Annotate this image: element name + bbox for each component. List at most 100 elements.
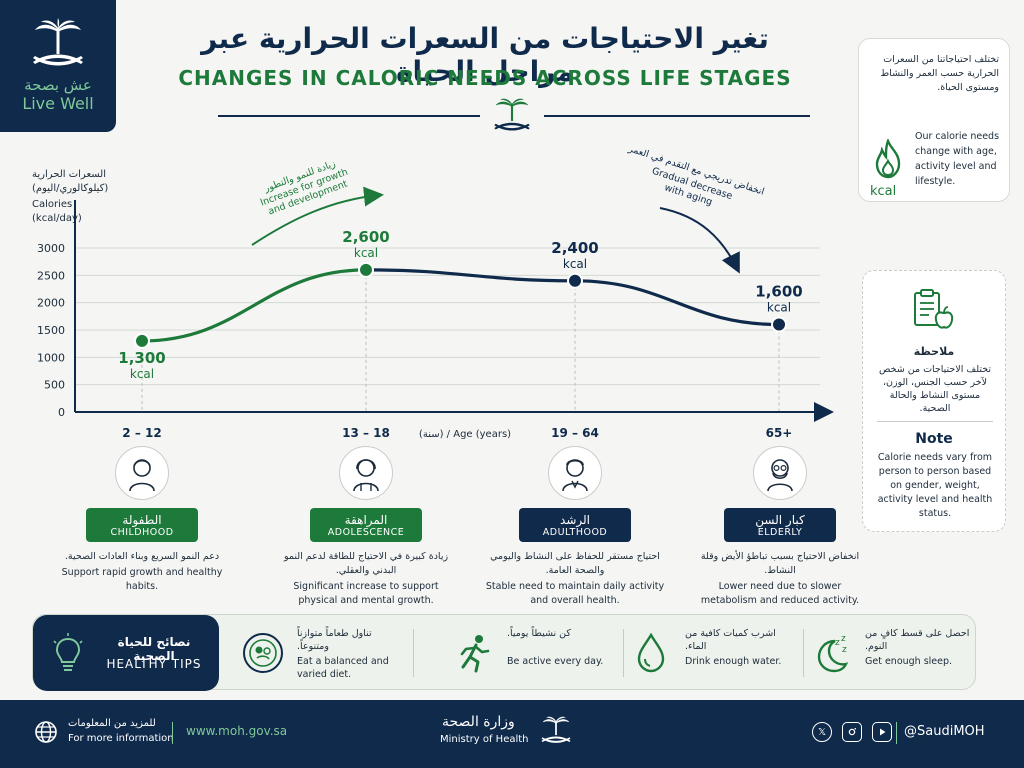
data-value-label: 1,300 xyxy=(118,349,165,367)
stage-badge: الطفولة CHILDHOOD xyxy=(86,508,198,542)
stage-desc-arabic: زيادة كبيرة في الاحتياج للطاقة لدعم النم… xyxy=(283,551,449,576)
tip-activity: كن نشيطاً يومياً. Be active every day. xyxy=(443,615,623,691)
note-divider xyxy=(877,421,993,422)
data-unit-label: kcal xyxy=(130,367,154,381)
website-link[interactable]: www.moh.gov.sa xyxy=(186,724,288,738)
stage-desc-arabic: احتياج مستقر للحفاظ على النشاط واليومي و… xyxy=(490,551,660,576)
stage-name-arabic: الطفولة xyxy=(122,512,162,527)
stage-desc-arabic: دعم النمو السريع وبناء العادات الصحية. xyxy=(64,551,220,562)
moon-sleep-icon: z z z xyxy=(817,634,849,673)
healthy-tips-bar: نصائح للحياة الصحية HEALTHY TIPS تناول ط… xyxy=(32,614,977,691)
x-tick-label: 19 – 64 xyxy=(551,426,599,440)
intro-text-english: Our calorie needs change with age, activ… xyxy=(915,131,1000,187)
tips-header: نصائح للحياة الصحية HEALTHY TIPS xyxy=(33,615,219,691)
y-tick-label: 2500 xyxy=(37,269,65,282)
stage-desc-english: Lower need due to slower metabolism and … xyxy=(700,581,860,606)
tip-text-arabic: احصل على قسط كافٍ من النوم. xyxy=(865,628,970,652)
stage-adulthood: الرشد ADULTHOOD احتياج مستقر للحفاظ على … xyxy=(485,446,665,608)
stage-desc-english: Significant increase to support physical… xyxy=(293,581,439,606)
brand-english: Live Well xyxy=(22,94,94,113)
stage-desc-english: Stable need to maintain daily activity a… xyxy=(485,581,665,606)
palm-swords-emblem-icon xyxy=(541,716,571,743)
data-point xyxy=(358,261,374,278)
y-tick-label: 1500 xyxy=(37,324,65,337)
brand-arabic: عش بصحة xyxy=(24,76,92,94)
x-social-icon[interactable]: 𝕏 xyxy=(812,722,832,742)
intro-text-arabic: تختلف احتياجاتنا من السعرات الحرارية حسب… xyxy=(880,54,999,93)
stage-badge: المراهقة ADOLESCENCE xyxy=(310,508,422,542)
y-tick-label: 3000 xyxy=(37,242,65,255)
stage-badge: كبار السن ELDERLY xyxy=(724,508,836,542)
stage-childhood: الطفولة CHILDHOOD دعم النمو السريع وبناء… xyxy=(52,446,232,594)
x-guide-lines xyxy=(141,275,780,412)
series-line-segment xyxy=(141,268,367,343)
instagram-icon[interactable] xyxy=(842,722,862,742)
data-point xyxy=(771,316,787,333)
plate-icon xyxy=(243,633,283,673)
data-unit-label: kcal xyxy=(354,246,378,260)
y-axis-label: السعرات الحرارية (كيلوكالوري/اليوم) Calo… xyxy=(32,168,112,226)
footer-separator xyxy=(172,722,173,744)
tips-title-arabic: نصائح للحياة الصحية xyxy=(117,635,191,663)
stage-desc-arabic: انخفاض الاحتياج بسبب تباطؤ الأيض وقلة ال… xyxy=(700,551,860,576)
tip-text-english: Eat a balanced and varied diet. xyxy=(297,656,389,680)
tip-sleep: z z z احصل على قسط كافٍ من النوم. Get en… xyxy=(801,615,977,691)
x-tick-label: 2 – 12 xyxy=(122,426,161,440)
tip-separator xyxy=(623,629,624,677)
stage-name-english: ADOLESCENCE xyxy=(327,526,405,538)
page-title-arabic: تغير الاحتياجات من السعرات الحرارية عبر … xyxy=(201,22,769,88)
stage-name-arabic: كبار السن xyxy=(755,512,805,527)
tip-text-english: Get enough sleep. xyxy=(865,656,953,667)
palm-swords-emblem-icon xyxy=(494,98,530,131)
stage-badge: الرشد ADULTHOOD xyxy=(519,508,631,542)
stage-desc-english: Support rapid growth and healthy habits. xyxy=(61,567,223,592)
tip-diet: تناول طعاماً متوازناً ومتنوعاً. Eat a ba… xyxy=(233,615,413,691)
tip-separator xyxy=(413,629,414,677)
series-line-segment xyxy=(574,279,780,327)
y-tick-labels: 0 500 1000 1500 2000 2500 3000 xyxy=(37,242,65,419)
data-point xyxy=(134,332,150,349)
y-tick-label: 2000 xyxy=(37,297,65,310)
intro-card: تختلف احتياجاتنا من السعرات الحرارية حسب… xyxy=(858,38,1010,202)
growth-arrow xyxy=(251,186,384,246)
svg-text:z: z xyxy=(841,634,846,644)
tip-text-english: Be active every day. xyxy=(507,656,604,667)
teen-avatar-icon xyxy=(339,446,393,500)
child-avatar-icon xyxy=(115,446,169,500)
footer-separator xyxy=(896,722,897,744)
data-unit-label: kcal xyxy=(563,257,587,271)
elderly-avatar-icon xyxy=(753,446,807,500)
note-title-english: Note xyxy=(915,431,953,447)
tip-text-arabic: تناول طعاماً متوازناً ومتنوعاً. xyxy=(297,628,372,652)
water-drop-icon xyxy=(637,632,665,673)
title-rule-right xyxy=(544,115,810,117)
data-value-label: 2,400 xyxy=(551,239,598,257)
clipboard-apple-icon xyxy=(914,289,954,329)
stage-name-arabic: الرشد xyxy=(560,512,590,527)
note-title-arabic: ملاحظة xyxy=(913,345,955,358)
footer: للمزيد من المعلومات For more information… xyxy=(0,700,1024,768)
youtube-icon[interactable] xyxy=(872,722,892,742)
data-value-label: 2,600 xyxy=(342,228,389,246)
social-handle[interactable]: @SaudiMOH xyxy=(904,724,985,739)
data-point xyxy=(567,272,583,289)
y-tick-label: 500 xyxy=(44,379,65,392)
lightbulb-icon xyxy=(53,633,83,671)
stage-name-english: ELDERLY xyxy=(757,526,803,538)
intro-kcal-label: kcal xyxy=(870,184,897,199)
flame-icon xyxy=(875,139,901,179)
ministry-name-arabic: وزارة الصحة xyxy=(442,714,515,730)
title-rule-left xyxy=(218,115,480,117)
palm-swords-emblem-icon xyxy=(33,18,83,66)
note-card: ملاحظة تختلف الاحتياجات من شخص لآخر حسب … xyxy=(862,270,1006,532)
stage-name-english: CHILDHOOD xyxy=(110,526,174,538)
x-tick-label: 13 – 18 xyxy=(342,426,390,440)
tip-text-english: Drink enough water. xyxy=(685,656,782,667)
runner-icon xyxy=(460,635,490,673)
tip-separator xyxy=(803,629,804,677)
stage-name-arabic: المراهقة xyxy=(344,512,388,527)
note-text-english: Calorie needs vary from person to person… xyxy=(877,452,993,519)
data-value-label: 1,600 xyxy=(755,283,802,301)
